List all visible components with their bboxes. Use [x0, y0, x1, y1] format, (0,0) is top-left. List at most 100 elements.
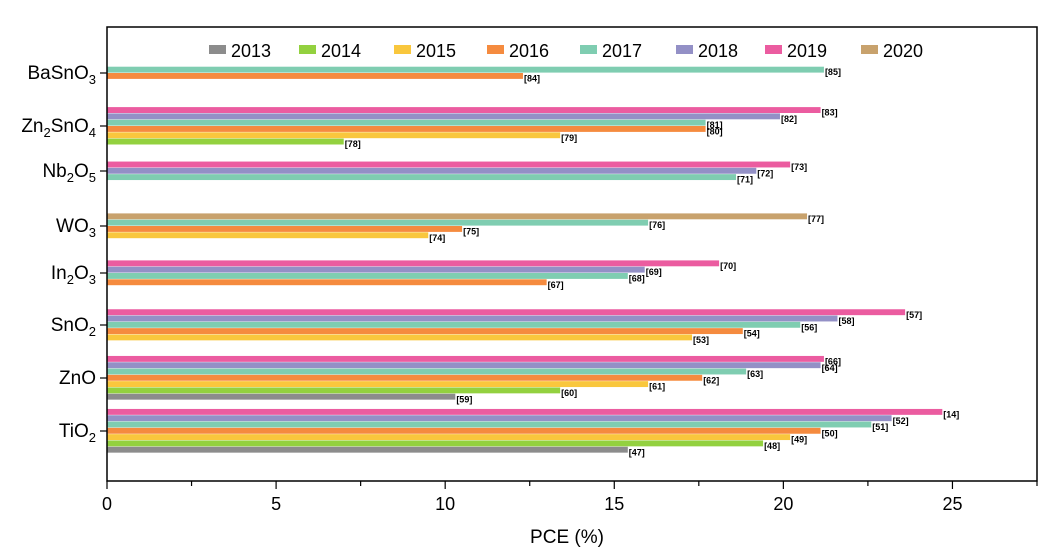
bar-wo3-2017 — [107, 219, 649, 226]
bar-zn2sno4-2017 — [107, 119, 706, 126]
ref-label-nb2o5-2017: [71] — [737, 175, 753, 185]
ref-label-zno-2014: [60] — [561, 388, 577, 398]
ref-label-sno2-2018: [58] — [838, 316, 854, 326]
x-tick-label: 15 — [604, 494, 624, 514]
bar-in2o3-2016 — [107, 279, 547, 286]
x-axis: 0 5 10 15 20 25 — [102, 481, 1038, 514]
category-label-zno: ZnO — [59, 368, 96, 389]
bar-tio2-2015 — [107, 434, 791, 441]
bar-sno2-2016 — [107, 328, 743, 335]
bar-zn2sno4-2016 — [107, 126, 706, 132]
bar-sno2-2017 — [107, 321, 801, 328]
bar-tio2-2017 — [107, 421, 872, 428]
x-tick-label: 10 — [435, 494, 455, 514]
bar-sno2-2015 — [107, 334, 693, 341]
ref-label-tio2-2018: [52] — [893, 416, 909, 426]
bar-wo3-2020 — [107, 213, 808, 220]
bar-zno-2017 — [107, 368, 747, 375]
category-label-wo3: WO3 — [56, 216, 96, 240]
legend-label-2013: 2013 — [231, 41, 271, 61]
bar-tio2-2014 — [107, 440, 764, 447]
ref-label-in2o3-2018: [69] — [646, 267, 662, 277]
x-tick-label: 5 — [271, 494, 281, 514]
category-label-zn2sno4: Zn2SnO4 — [21, 116, 96, 140]
legend-swatch-2014 — [299, 45, 316, 54]
legend-swatch-2020 — [861, 45, 878, 54]
bar-tio2-2018 — [107, 415, 892, 422]
legend-label-2018: 2018 — [698, 41, 738, 61]
ref-label-tio2-2015: [49] — [791, 435, 807, 445]
ref-label-nb2o5-2018: [72] — [757, 168, 773, 178]
ref-label-tio2-2017: [51] — [872, 422, 888, 432]
y-axis-categories: BaSnO3 Zn2SnO4 Nb2O5 WO3 In2O3 SnO2 ZnO TiO2 — [21, 63, 107, 445]
reference-labels-layer: [85] [84] [83] [82] [81][80] [79] [78] [73] [72]… — [345, 67, 960, 457]
category-label-nb2o5: Nb2O5 — [42, 161, 96, 185]
ref-label-sno2-2015: [53] — [693, 335, 709, 345]
bars-layer — [107, 66, 943, 453]
ref-label-zn2sno4-2015: [79] — [561, 133, 577, 143]
ref-label-sno2-2017: [56] — [801, 322, 817, 332]
ref-label-zno-2015: [61] — [649, 382, 665, 392]
bar-tio2-2016 — [107, 427, 821, 434]
legend-label-2020: 2020 — [883, 41, 923, 61]
ref-label-zno-2013: [59] — [456, 394, 472, 404]
legend-swatch-2015 — [394, 45, 411, 54]
legend: 2013 2014 2015 2016 2017 2018 2019 2020 — [209, 41, 923, 61]
category-label-tio2: TiO2 — [59, 421, 96, 445]
x-tick-label: 20 — [773, 494, 793, 514]
bar-zno-2015 — [107, 381, 649, 388]
category-label-in2o3: In2O3 — [51, 263, 96, 287]
x-tick-label: 0 — [102, 494, 112, 514]
bar-wo3-2016 — [107, 226, 463, 232]
bar-sno2-2019 — [107, 309, 906, 316]
bar-zno-2019 — [107, 355, 824, 362]
legend-swatch-2019 — [765, 45, 782, 54]
bar-nb2o5-2018 — [107, 167, 757, 174]
ref-label-tio2-2014: [48] — [764, 441, 780, 451]
ref-label-wo3-2017: [76] — [649, 220, 665, 230]
bar-in2o3-2018 — [107, 266, 645, 273]
ref-label-basno3-2017: [85] — [825, 67, 841, 77]
ref-label-in2o3-2019: [70] — [720, 261, 736, 271]
bar-zno-2014 — [107, 387, 561, 394]
legend-label-2014: 2014 — [321, 41, 361, 61]
bar-zno-2013 — [107, 393, 456, 400]
ref-label-zn2sno4-2016: [80] — [707, 127, 723, 137]
bar-zn2sno4-2018 — [107, 113, 780, 120]
bar-zn2sno4-2019 — [107, 107, 821, 113]
bar-zno-2018 — [107, 362, 821, 369]
ref-label-wo3-2020: [77] — [808, 214, 824, 224]
ref-label-wo3-2015: [74] — [429, 233, 445, 243]
bar-nb2o5-2017 — [107, 174, 737, 181]
ref-label-zn2sno4-2017: [81] — [707, 120, 723, 130]
ref-label-wo3-2016: [75] — [463, 227, 479, 237]
x-tick-label: 25 — [942, 494, 962, 514]
ref-label-tio2-2019: [14] — [943, 409, 959, 419]
legend-label-2019: 2019 — [787, 41, 827, 61]
bar-basno3-2016 — [107, 73, 523, 79]
bar-basno3-2017 — [107, 66, 824, 73]
bar-sno2-2018 — [107, 315, 838, 322]
ref-label-tio2-2016: [50] — [822, 428, 838, 438]
bar-nb2o5-2019 — [107, 161, 791, 168]
ref-label-zno-2018: [64] — [822, 363, 838, 373]
ref-label-zno-2016: [62] — [703, 375, 719, 385]
ref-label-nb2o5-2019: [73] — [791, 162, 807, 172]
ref-label-in2o3-2016: [67] — [548, 280, 564, 290]
legend-swatch-2016 — [487, 45, 504, 54]
legend-swatch-2017 — [580, 45, 597, 54]
bar-in2o3-2017 — [107, 273, 628, 279]
ref-label-zn2sno4-2018: [82] — [781, 114, 797, 124]
bar-in2o3-2019 — [107, 260, 720, 267]
ref-label-zn2sno4-2014: [78] — [345, 139, 361, 149]
ref-label-zno-2019: [66] — [825, 356, 841, 366]
bar-zn2sno4-2014 — [107, 138, 344, 145]
legend-swatch-2013 — [209, 45, 226, 54]
ref-label-in2o3-2017: [68] — [629, 274, 645, 284]
bar-zno-2016 — [107, 374, 703, 381]
ref-label-zn2sno4-2019: [83] — [822, 108, 838, 118]
plot-frame — [106, 26, 1038, 482]
bar-tio2-2019 — [107, 408, 943, 415]
ref-label-sno2-2016: [54] — [744, 329, 760, 339]
